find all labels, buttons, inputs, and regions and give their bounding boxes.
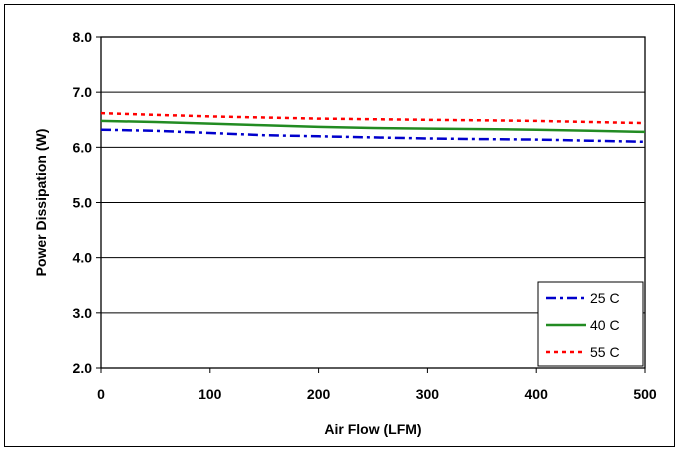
series-line-3 <box>100 111 646 125</box>
y-tick-label: 5.0 <box>73 195 93 211</box>
y-tick-label: 6.0 <box>73 139 93 155</box>
y-tick-label: 7.0 <box>73 84 93 100</box>
x-tick-label: 200 <box>307 386 331 402</box>
y-tick-label: 4.0 <box>73 250 93 266</box>
y-axis-title: Power Dissipation (W) <box>33 129 49 277</box>
chart-frame <box>4 4 675 447</box>
legend: 25 C 40 C 55 C <box>537 281 644 367</box>
legend-label: 40 C <box>590 317 620 333</box>
y-tick-label: 2.0 <box>73 360 93 376</box>
y-tick-label: 3.0 <box>73 305 93 321</box>
x-axis-ticks: 0 100 200 300 400 500 <box>97 368 657 402</box>
x-axis-title: Air Flow (LFM) <box>324 421 421 437</box>
series-line-1 <box>100 128 646 144</box>
series-lines <box>100 111 646 144</box>
x-tick-label: 500 <box>633 386 657 402</box>
y-axis-ticks: 2.0 3.0 4.0 5.0 6.0 7.0 8.0 <box>73 29 101 376</box>
series-line-2 <box>100 119 646 134</box>
y-tick-label: 8.0 <box>73 29 93 45</box>
x-tick-label: 0 <box>97 386 105 402</box>
x-tick-label: 400 <box>525 386 549 402</box>
legend-label: 55 C <box>590 344 620 360</box>
x-tick-label: 300 <box>416 386 440 402</box>
x-tick-label: 100 <box>198 386 222 402</box>
legend-label: 25 C <box>590 290 620 306</box>
